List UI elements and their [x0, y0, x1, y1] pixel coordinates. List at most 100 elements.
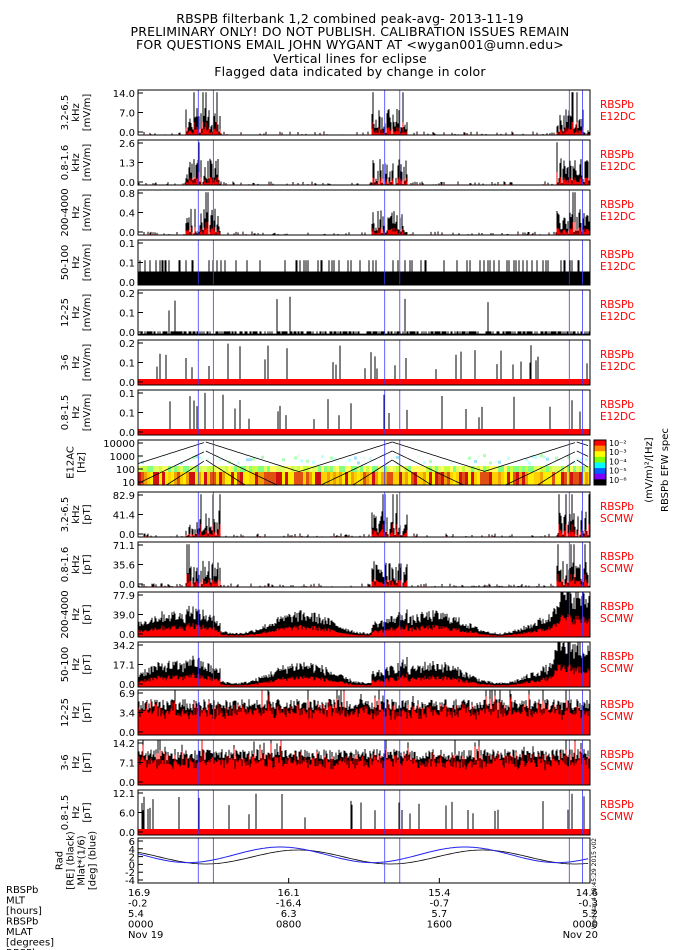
- panel-traces: [138, 592, 590, 637]
- y-axis-label-line: kHz: [71, 555, 82, 574]
- y-tick-label: 7.0: [119, 109, 135, 120]
- instrument-label: RBSPb: [600, 551, 634, 563]
- y-axis-label: 0.8-1.6 kHz [mV/m]: [60, 144, 93, 182]
- title-line-2: PRELIMINARY ONLY! DO NOT PUBLISH. CALIBR…: [130, 24, 570, 39]
- axis-row-label: [hours]: [6, 906, 42, 917]
- y-axis-label-line: [deg] (blue): [88, 831, 99, 890]
- colorbar-swatch: [594, 440, 606, 447]
- y-axis-label-line: [mV/m]: [82, 94, 93, 132]
- y-tick-label: 0.1: [119, 409, 135, 420]
- y-tick-label: 35.6: [113, 561, 135, 572]
- y-tick-label: 0.4: [119, 209, 135, 220]
- y-tick-label: 0.0: [119, 828, 135, 839]
- y-axis-label: 12-25 Hz [mV/m]: [60, 294, 93, 332]
- instrument-label: SCMW: [600, 711, 634, 723]
- time-axis-value: 15.4: [428, 888, 450, 899]
- y-axis-label-line: 0.8-1.6: [60, 547, 71, 582]
- instrument-label: E12DC: [600, 411, 635, 423]
- time-axis-value: 0000: [128, 920, 153, 931]
- instrument-label: RBSPb: [600, 149, 634, 161]
- y-tick-label: 14.2: [113, 739, 135, 750]
- y-axis-label: 200-4000 Hz [pT]: [60, 590, 93, 638]
- y-axis-label-line: Hz: [71, 406, 82, 419]
- colorbar-swatch: [594, 445, 606, 452]
- y-axis-label-line: 50-100: [60, 245, 71, 280]
- time-axis-value: 14.6: [576, 888, 598, 899]
- y-tick-label: 0.8: [119, 189, 135, 200]
- y-axis-label-line: 12-25: [60, 298, 71, 327]
- y-tick-label: 10: [122, 478, 135, 489]
- colorbar-swatch: [594, 473, 606, 480]
- y-axis-label: 3.2-6.5 kHz [mV/m]: [60, 94, 93, 132]
- y-axis-label-line: Hz: [71, 806, 82, 819]
- time-axis-value: -0.3: [578, 899, 598, 910]
- title-line-3: FOR QUESTIONS EMAIL JOHN WYGANT AT <wyga…: [135, 37, 564, 52]
- time-axis-value: -0.2: [128, 899, 148, 910]
- y-axis-label: 0.8-1.6 kHz [pT]: [60, 547, 93, 582]
- y-axis-label: 50-100 Hz [pT]: [60, 647, 93, 682]
- y-tick-label: 17.1: [113, 661, 135, 672]
- y-tick-label: 34.2: [113, 641, 135, 652]
- y-axis-label-line: 3-6: [60, 354, 71, 370]
- instrument-label: RBSPb: [600, 299, 634, 311]
- y-tick-label: 6.9: [119, 689, 135, 700]
- instrument-label: RBSPb: [600, 651, 634, 663]
- y-axis-label-line: [mV/m]: [82, 144, 93, 182]
- y-tick-label: 1000: [110, 452, 135, 463]
- instrument-label: RBSPb: [600, 799, 634, 811]
- y-tick-label: 71.1: [113, 541, 135, 552]
- colorbar-tick: 10⁻²: [609, 439, 627, 448]
- panel-8: 10000 1000 100 10 E12AC [Hz]: [66, 439, 591, 489]
- instrument-label: RBSPb: [600, 399, 634, 411]
- y-tick-label: 2.6: [119, 139, 135, 150]
- instrument-label: E12DC: [600, 261, 635, 273]
- colorbar-tick: 10⁻⁴: [609, 457, 627, 466]
- y-tick-label: 0.0: [119, 178, 135, 189]
- y-tick-label: 0.0: [119, 530, 135, 541]
- y-axis-label-line: 0.8-1.5: [60, 795, 71, 830]
- panel-traces: [138, 142, 590, 185]
- panel-frame: [137, 389, 591, 436]
- time-axis-value: -0.7: [430, 899, 450, 910]
- colorbar-label-2: RBSPb EFW spec: [660, 428, 671, 512]
- y-axis-label-line: 0.8-1.6: [60, 145, 71, 180]
- panel-frame: [137, 789, 591, 836]
- y-tick-label: 4: [129, 845, 135, 856]
- y-tick-label: 39.0: [113, 611, 135, 622]
- time-axis-value: 5.2: [582, 909, 598, 920]
- panel-traces: [138, 846, 589, 865]
- title-line-4: Vertical lines for eclipse: [273, 51, 427, 66]
- panel-frame: [137, 837, 591, 884]
- instrument-label: E12DC: [600, 311, 635, 323]
- instrument-label: E12DC: [600, 111, 635, 123]
- y-axis-label-line: Mlat*(1/6): [77, 835, 88, 885]
- y-tick-label: 0.0: [119, 680, 135, 691]
- instrument-label: SCMW: [600, 613, 634, 625]
- y-tick-label: 3.4: [119, 709, 135, 720]
- y-tick-label: 0.0: [119, 278, 135, 289]
- time-axis-value: 6.3: [281, 909, 297, 920]
- y-tick-label: 82.9: [113, 491, 135, 502]
- panel-traces: [138, 494, 590, 537]
- instrument-label: SCMW: [600, 563, 634, 575]
- y-axis-label-line: 3.2-6.5: [60, 95, 71, 130]
- y-tick-label: 0.0: [119, 630, 135, 641]
- y-tick-label: 0.0: [119, 778, 135, 789]
- instrument-label: SCMW: [600, 663, 634, 675]
- y-axis-label-line: Hz: [71, 306, 82, 319]
- instrument-label: E12DC: [600, 211, 635, 223]
- y-axis-label-line: E12AC: [66, 446, 77, 479]
- instrument-label: E12DC: [600, 161, 635, 173]
- y-tick-label: 10000: [103, 439, 135, 450]
- colorbar-tick: 10⁻³: [609, 448, 627, 457]
- y-axis-label-line: [mV/m]: [82, 194, 93, 232]
- y-axis-label-line: [pT]: [82, 752, 93, 772]
- y-axis-label-line: 50-100: [60, 647, 71, 682]
- y-tick-label: 0.0: [119, 428, 135, 439]
